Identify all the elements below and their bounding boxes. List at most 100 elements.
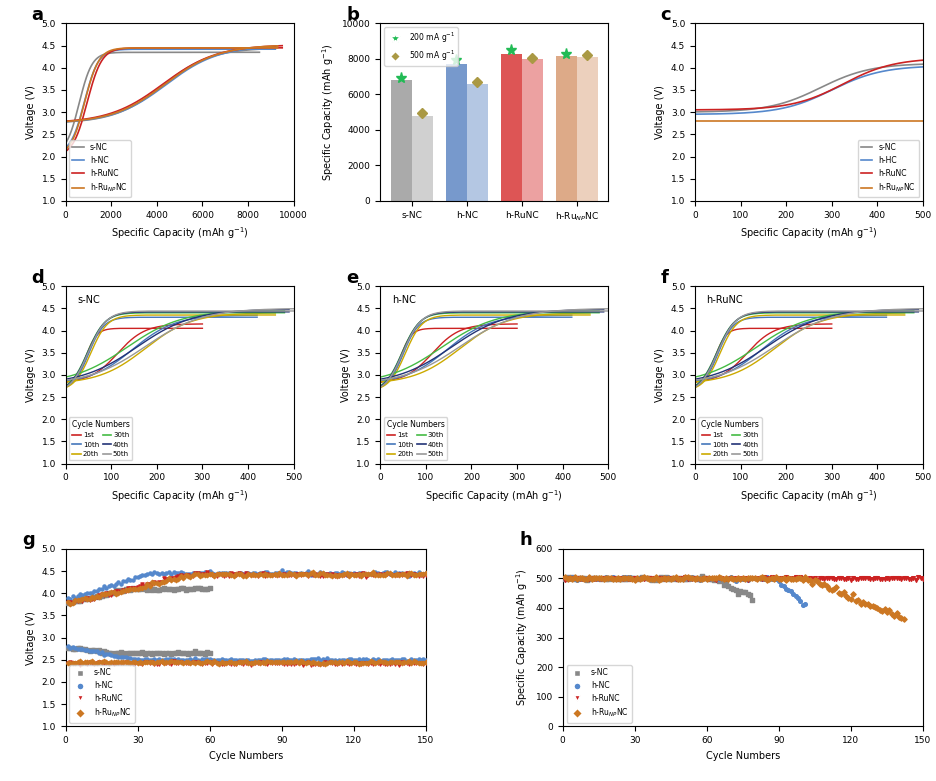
Point: [723, 572, 738, 585]
Point: [84, 654, 99, 667]
Point: [396, 653, 411, 665]
Point: [166, 656, 181, 669]
Point: [274, 569, 289, 582]
Point: [285, 567, 300, 580]
Point: [341, 569, 356, 581]
Point: [92, 644, 107, 657]
Point: [176, 567, 191, 580]
Point: [291, 658, 306, 670]
Point: [329, 655, 344, 668]
Point: [92, 647, 107, 660]
Point: [159, 657, 174, 669]
Point: [591, 572, 606, 585]
Point: [341, 567, 356, 580]
Point: [193, 657, 208, 669]
Point: [293, 655, 308, 668]
Point: [379, 657, 394, 669]
Point: [677, 571, 692, 583]
Point: [403, 566, 418, 579]
Point: [835, 572, 850, 585]
Point: [730, 587, 745, 600]
Point: [147, 565, 162, 578]
Point: [653, 572, 668, 584]
Point: [389, 568, 404, 580]
Point: [346, 657, 361, 669]
Point: [168, 654, 183, 666]
Point: [296, 654, 311, 666]
Point: [655, 573, 670, 586]
Point: [181, 658, 196, 670]
Point: [110, 658, 125, 670]
Point: [813, 572, 828, 584]
Point: [379, 654, 394, 666]
Point: [557, 571, 572, 583]
Point: [411, 568, 426, 580]
Point: [253, 568, 268, 580]
Point: [104, 656, 119, 669]
Point: [600, 572, 615, 584]
Point: [125, 647, 140, 659]
Point: [360, 569, 375, 582]
Point: [638, 572, 653, 584]
Point: [322, 569, 337, 582]
Point: [723, 571, 738, 583]
Point: [764, 572, 779, 584]
Point: [578, 574, 593, 587]
Point: [279, 569, 294, 581]
Point: [847, 594, 862, 607]
Point: [281, 566, 296, 579]
Point: [752, 572, 767, 585]
Point: [821, 572, 836, 584]
Bar: [555, 56, 577, 201]
Point: [408, 656, 423, 669]
Point: [675, 572, 690, 585]
Point: [663, 572, 678, 585]
Text: h-NC: h-NC: [391, 295, 415, 305]
Point: [221, 657, 236, 669]
Point: [890, 611, 905, 623]
Point: [138, 583, 153, 595]
Point: [241, 657, 256, 669]
Point: [855, 596, 870, 608]
Point: [87, 658, 102, 670]
Point: [358, 653, 373, 665]
Point: [259, 658, 274, 670]
Point: [670, 572, 685, 585]
Point: [75, 593, 90, 605]
Point: [638, 572, 653, 584]
Point: [782, 572, 797, 585]
Point: [416, 567, 431, 580]
Point: [181, 648, 196, 661]
Point: [360, 658, 375, 670]
Point: [63, 595, 78, 608]
Y-axis label: Specific Capacity (mAh g$^{-1}$): Specific Capacity (mAh g$^{-1}$): [320, 44, 336, 181]
Bar: [466, 84, 487, 201]
Point: [373, 654, 388, 667]
Point: [257, 569, 272, 582]
Point: [212, 566, 227, 579]
Point: [710, 572, 725, 584]
Point: [324, 657, 339, 669]
Point: [271, 653, 286, 665]
Point: [873, 572, 888, 585]
Point: [247, 569, 262, 582]
Point: [228, 658, 243, 670]
Point: [391, 567, 406, 580]
Point: [209, 654, 224, 666]
Point: [327, 656, 342, 669]
Point: [270, 569, 285, 581]
Point: [161, 573, 176, 586]
Point: [560, 573, 575, 586]
Point: [569, 574, 584, 587]
Point: [327, 567, 342, 580]
Point: [253, 656, 268, 669]
Point: [826, 583, 841, 595]
Point: [176, 657, 191, 669]
Point: [356, 652, 371, 665]
Point: [310, 657, 325, 669]
Point: [373, 569, 388, 581]
Point: [780, 572, 795, 584]
Point: [802, 572, 817, 584]
Point: [339, 653, 354, 665]
Point: [413, 569, 428, 582]
